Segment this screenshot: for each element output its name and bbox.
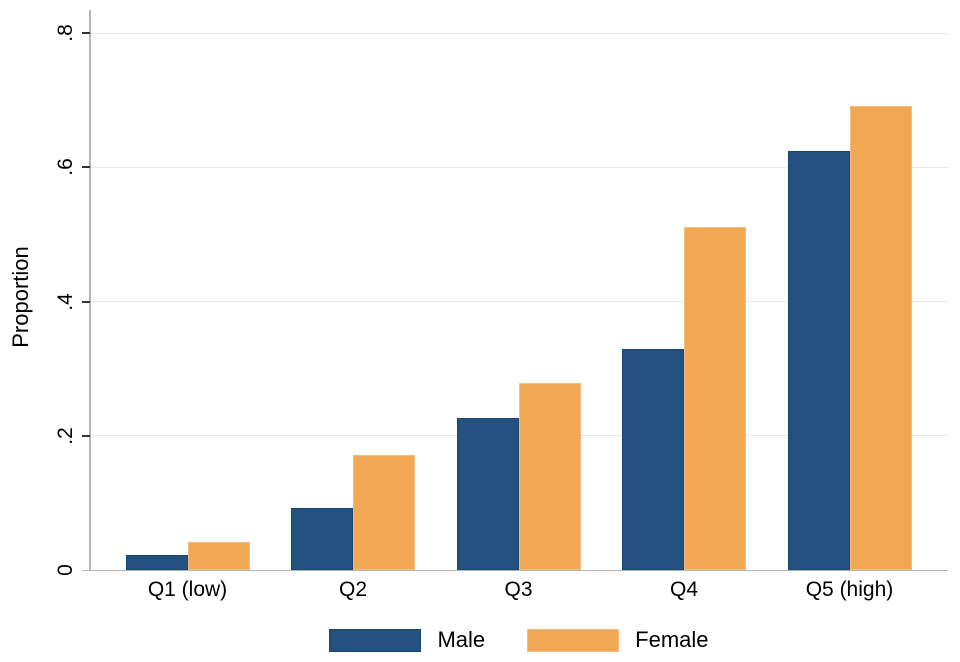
x-tick-label: Q4 (669, 578, 698, 601)
y-axis-line (89, 10, 91, 570)
bar-male-1 (125, 555, 188, 570)
bar-male-5 (787, 151, 850, 570)
x-tick-label: Q1 (low) (147, 578, 228, 601)
x-tick-label: Q3 (504, 578, 533, 601)
bar-male-2 (291, 508, 353, 570)
bar-male-3 (456, 418, 519, 570)
x-axis-line (82, 569, 948, 571)
y-tick-label: .8 (54, 24, 77, 42)
legend-swatch-male (329, 628, 422, 652)
bar-female-1 (187, 542, 250, 570)
legend-label-female: Female (635, 627, 709, 652)
bar-female-3 (518, 383, 581, 570)
legend: Male Female (90, 624, 948, 656)
x-tick-label: Q2 (338, 578, 367, 601)
legend-item-male: Male (329, 627, 485, 653)
y-tick-label: 0 (54, 564, 77, 576)
y-tick-label: .4 (54, 292, 77, 311)
y-tick-mark (82, 300, 90, 303)
gridline (90, 32, 948, 34)
x-tick-label: Q5 (high) (805, 578, 894, 601)
bar-female-5 (849, 106, 912, 570)
gridline (90, 166, 948, 168)
bar-female-4 (684, 227, 746, 570)
gridline (90, 301, 948, 303)
y-tick-mark (82, 166, 90, 169)
y-tick-label: .2 (54, 427, 77, 445)
y-axis-title: Proportion (8, 246, 33, 348)
bar-male-4 (622, 349, 684, 570)
bar-female-2 (353, 455, 415, 570)
legend-item-female: Female (527, 627, 709, 653)
y-tick-label: .6 (54, 158, 77, 177)
legend-swatch-female (527, 628, 620, 652)
y-tick-mark (82, 434, 90, 437)
y-tick-mark (82, 32, 90, 35)
legend-label-male: Male (437, 627, 486, 652)
